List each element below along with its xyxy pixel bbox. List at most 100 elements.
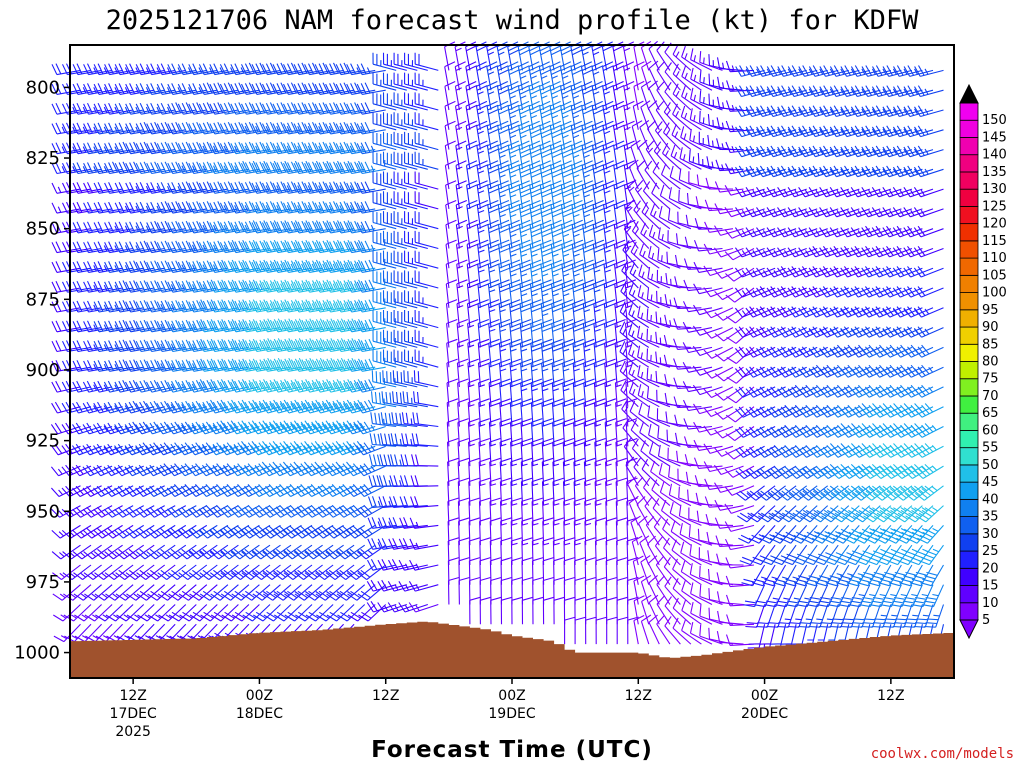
wind-barb xyxy=(918,544,944,566)
wind-barb xyxy=(640,574,652,605)
colorbar-label: 20 xyxy=(982,561,999,576)
wind-barb xyxy=(633,595,645,625)
wind-barb xyxy=(252,584,281,601)
wind-barb xyxy=(497,219,511,249)
wind-barb xyxy=(871,326,902,338)
wind-barb xyxy=(892,145,923,158)
wind-barb xyxy=(628,362,650,388)
wind-barb xyxy=(903,245,934,258)
wind-barb xyxy=(356,358,386,372)
wind-barb xyxy=(717,76,744,91)
wind-barb xyxy=(177,240,207,254)
wind-barb xyxy=(896,525,923,544)
y-tick-label: 925 xyxy=(26,431,60,452)
wind-barb xyxy=(850,423,881,438)
wind-barb xyxy=(819,145,849,158)
wind-barb xyxy=(685,214,713,230)
wind-barb xyxy=(760,544,787,566)
wind-barb xyxy=(550,259,564,289)
wind-barb xyxy=(445,239,457,269)
wind-barb xyxy=(135,221,165,234)
wind-barb xyxy=(188,102,218,115)
wind-barb xyxy=(146,339,176,353)
wind-barb xyxy=(602,61,614,91)
wind-barb xyxy=(124,464,155,477)
wind-barb xyxy=(743,584,766,608)
colorbar-swatch xyxy=(959,240,979,259)
wind-barb xyxy=(687,489,713,507)
wind-barb xyxy=(497,120,510,150)
wind-barb xyxy=(293,141,323,155)
wind-barb xyxy=(241,319,271,333)
wind-barb xyxy=(476,120,488,150)
wind-barb xyxy=(230,201,260,214)
wind-barb xyxy=(840,464,871,479)
wind-barb xyxy=(457,398,469,427)
wind-barb xyxy=(631,438,650,467)
wind-barb xyxy=(314,62,344,76)
wind-barb xyxy=(167,63,197,76)
wind-barb xyxy=(135,400,165,414)
wind-barb xyxy=(466,279,479,308)
wind-barb xyxy=(852,505,881,523)
wind-barb xyxy=(819,125,849,138)
wind-barb xyxy=(156,260,186,273)
wind-barb xyxy=(872,464,902,479)
wind-barb xyxy=(777,266,807,278)
wind-barb xyxy=(690,87,713,111)
wind-barb xyxy=(804,564,829,587)
wind-barb xyxy=(509,358,522,387)
wind-barb xyxy=(167,339,197,353)
wind-barb xyxy=(683,436,713,448)
wind-barb xyxy=(756,145,786,158)
x-tick-label: 20DEC xyxy=(741,706,788,722)
wind-barb xyxy=(787,186,818,198)
wind-barb xyxy=(541,378,553,407)
wind-barb xyxy=(613,259,626,289)
wind-barb xyxy=(187,421,218,435)
wind-barb xyxy=(293,239,323,254)
wind-barb xyxy=(251,201,281,214)
wind-barb xyxy=(262,220,292,234)
wind-barb xyxy=(777,286,807,298)
wind-barb xyxy=(498,318,511,348)
wind-barb xyxy=(167,544,197,560)
colorbar-label: 65 xyxy=(982,406,999,421)
wind-barb xyxy=(713,267,744,279)
wind-barb xyxy=(756,326,786,338)
wind-barb xyxy=(861,165,892,178)
wind-barb xyxy=(913,423,944,438)
wind-barb xyxy=(871,306,902,318)
wind-barb xyxy=(230,82,260,95)
wind-barb xyxy=(581,100,594,130)
wind-barb xyxy=(850,186,881,198)
wind-barb xyxy=(83,63,113,76)
wind-barb xyxy=(640,222,660,249)
wind-barb xyxy=(455,120,467,150)
wind-barb xyxy=(592,219,605,249)
wind-barb xyxy=(283,141,313,155)
wind-barb xyxy=(84,604,113,622)
wind-barb xyxy=(404,310,428,329)
wind-barb xyxy=(305,604,334,622)
wind-barb xyxy=(561,239,574,269)
wind-barb xyxy=(519,299,532,328)
wind-barb xyxy=(478,398,490,427)
wind-barb xyxy=(293,357,323,372)
wind-barb xyxy=(903,65,934,77)
wind-barb xyxy=(251,160,281,175)
wind-barb xyxy=(135,102,165,115)
wind-barb xyxy=(229,440,260,456)
wind-barb xyxy=(667,208,692,230)
wind-barb xyxy=(381,391,407,408)
wind-barb xyxy=(745,165,776,178)
wind-barb xyxy=(798,247,828,258)
colorbar-label: 145 xyxy=(982,130,1007,145)
wind-barb xyxy=(819,306,850,318)
wind-barb xyxy=(445,219,457,249)
wind-barb xyxy=(903,186,934,198)
wind-barb xyxy=(705,177,734,190)
wind-barb xyxy=(261,420,292,435)
wind-barb xyxy=(335,338,365,353)
wind-barb xyxy=(93,524,123,539)
